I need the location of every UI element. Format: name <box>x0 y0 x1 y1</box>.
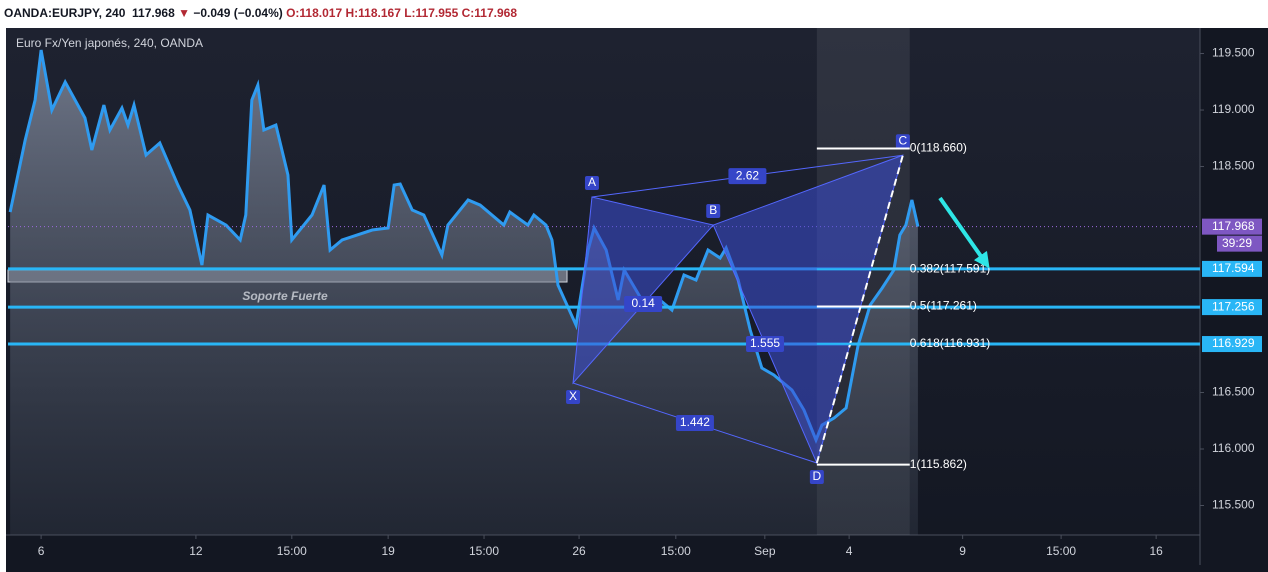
level-label: 117.594 <box>1212 261 1255 275</box>
last-price-label: 117.968 <box>1212 219 1255 233</box>
y-tick-label: 116.500 <box>1212 385 1255 399</box>
y-tick-label: 119.500 <box>1212 46 1255 60</box>
level-tag <box>1202 299 1262 316</box>
x-tick-label: 16 <box>1149 544 1163 558</box>
x-tick-label: 15:00 <box>1046 544 1076 558</box>
x-tick-label: 15:00 <box>661 544 691 558</box>
ratio-box <box>624 296 663 313</box>
ratio-label: 0.14 <box>631 296 655 310</box>
y-tick-label: 115.500 <box>1212 498 1255 512</box>
x-tick-label: 4 <box>846 544 853 558</box>
ratio-label: 1.555 <box>750 336 780 350</box>
x-tick-label: 6 <box>38 544 45 558</box>
last: 117.968 <box>132 6 175 20</box>
fib-label: 0.382(117.591) <box>910 261 991 275</box>
pivot-box <box>895 134 910 149</box>
area <box>10 50 918 535</box>
pivot-box <box>706 204 721 219</box>
header: OANDA:EURJPY, 240 117.968 ▼ −0.049 (−0.0… <box>4 6 517 20</box>
symbol: OANDA:EURJPY, 240 <box>4 6 126 20</box>
level-label: 117.256 <box>1212 299 1255 313</box>
ratio-box <box>675 415 714 432</box>
y-tick-label: 118.500 <box>1212 159 1255 173</box>
fib-label: 0(118.660) <box>910 141 967 155</box>
ratio-label: 1.442 <box>680 415 710 429</box>
change: −0.049 (−0.04%) <box>193 6 283 20</box>
arrow: ▼ <box>178 6 190 20</box>
high: H:118.167 <box>345 6 401 20</box>
y-tick-label: 119.000 <box>1212 102 1255 116</box>
pivot-box <box>566 390 581 405</box>
level-label: 116.929 <box>1212 336 1255 350</box>
pivot-label: D <box>813 469 822 483</box>
fib-label: 1(115.862) <box>910 457 967 471</box>
pivot-label: A <box>588 175 596 189</box>
x-tick-label: 26 <box>572 544 586 558</box>
time-axis <box>6 535 1268 572</box>
chart-title: Euro Fx/Yen japonés, 240, OANDA <box>16 36 203 50</box>
x-tick-label: Sep <box>754 544 776 558</box>
arrow <box>938 196 990 269</box>
ratio-box <box>728 168 767 185</box>
x-tick-label: 12 <box>189 544 203 558</box>
price-axis <box>1200 28 1268 535</box>
countdown: 39:29 <box>1222 236 1252 250</box>
open: O:118.017 <box>286 6 343 20</box>
pivot-box <box>584 176 599 191</box>
pivot-label: X <box>569 389 577 403</box>
level-tag <box>1202 336 1262 353</box>
ratio-label: 2.62 <box>736 168 760 182</box>
pivot-box <box>809 470 824 485</box>
last-price-tag <box>1202 218 1262 235</box>
ratio-box <box>746 336 785 353</box>
pivot-label: B <box>709 203 717 217</box>
close: C:117.968 <box>461 6 517 20</box>
low: L:117.955 <box>404 6 459 20</box>
fib-label: 0.5(117.261) <box>910 299 977 313</box>
x-tick-label: 15:00 <box>469 544 499 558</box>
projection <box>815 154 904 464</box>
x-tick-label: 19 <box>381 544 395 558</box>
countdown-tag <box>1217 235 1262 252</box>
level-tag <box>1202 260 1262 277</box>
y-tick-label: 116.000 <box>1212 441 1255 455</box>
fib-label: 0.618(116.931) <box>910 336 991 350</box>
pivot-label: C <box>899 133 908 147</box>
x-tick-label: 15:00 <box>277 544 307 558</box>
x-tick-label: 9 <box>959 544 966 558</box>
